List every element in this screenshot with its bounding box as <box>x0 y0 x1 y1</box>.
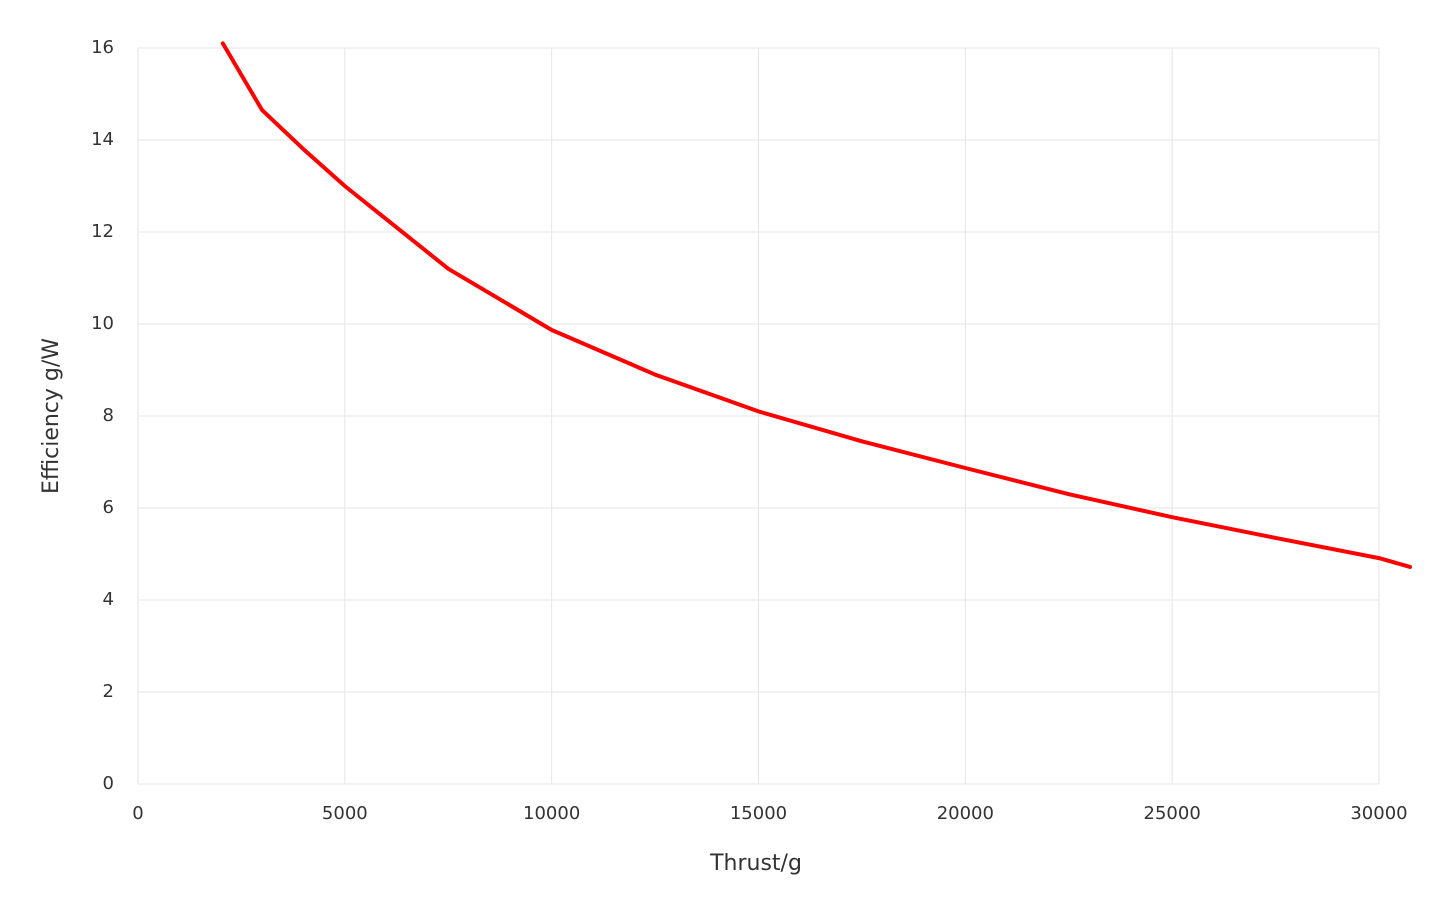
x-tick-label: 5000 <box>322 803 368 824</box>
x-tick-label: 25000 <box>1144 803 1201 824</box>
y-tick-label: 6 <box>103 497 114 518</box>
y-tick-label: 16 <box>91 37 114 58</box>
x-tick-label: 20000 <box>937 803 994 824</box>
y-tick-label: 10 <box>91 313 114 334</box>
x-tick-label: 15000 <box>730 803 787 824</box>
x-tick-label: 10000 <box>523 803 580 824</box>
y-tick-label: 4 <box>103 589 114 610</box>
data-line <box>220 41 1412 569</box>
y-tick-label: 0 <box>103 773 114 794</box>
y-tick-label: 14 <box>91 129 114 150</box>
y-tick-label: 12 <box>91 221 114 242</box>
x-tick-label: 30000 <box>1350 803 1407 824</box>
y-tick-label: 8 <box>103 405 114 426</box>
x-axis-title: Thrust/g <box>709 851 802 876</box>
y-axis-title: Efficiency g/W <box>39 338 64 494</box>
x-tick-label: 0 <box>132 803 143 824</box>
y-tick-label: 2 <box>103 681 114 702</box>
